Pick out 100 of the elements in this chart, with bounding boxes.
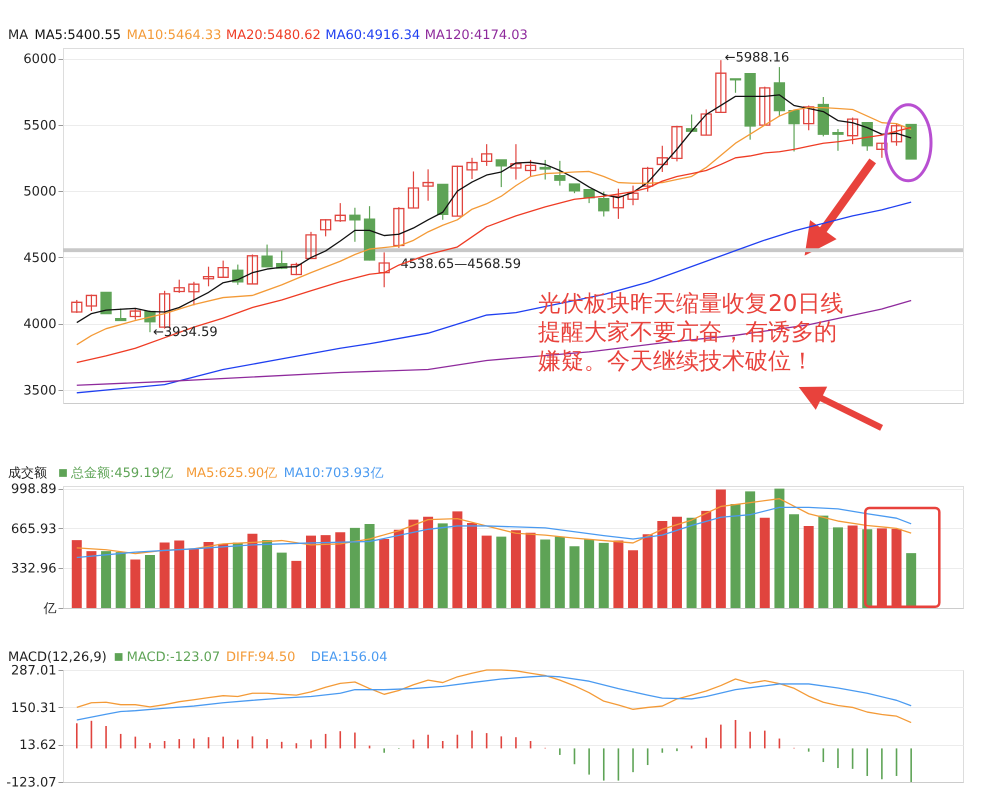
candlestick xyxy=(803,104,814,131)
candlestick xyxy=(174,279,185,294)
candlestick xyxy=(218,260,229,278)
candlestick xyxy=(671,125,683,162)
bar xyxy=(540,539,550,608)
bar xyxy=(745,491,756,608)
bar xyxy=(86,551,96,608)
candlestick xyxy=(656,145,668,173)
series-label: DEA:156.04 xyxy=(310,650,388,665)
annotation: ←5988.16 xyxy=(724,50,790,66)
bar xyxy=(496,536,506,608)
bar xyxy=(613,540,624,608)
bar xyxy=(408,520,418,608)
bar xyxy=(364,524,375,608)
bar xyxy=(394,530,404,608)
y-tick-label: 4000 xyxy=(23,317,56,332)
chart-title: 成交额 xyxy=(8,465,47,481)
y-tick-label: 5500 xyxy=(23,118,56,134)
bar xyxy=(174,540,184,608)
text: MA10:703.93亿 xyxy=(284,466,384,481)
y-tick-label: 4500 xyxy=(23,250,56,266)
candlestick xyxy=(730,78,742,94)
candlestick xyxy=(305,231,317,260)
candlestick xyxy=(862,122,873,152)
bar xyxy=(730,504,740,608)
bar xyxy=(144,555,155,608)
y-tick-label: 13.62 xyxy=(19,738,56,754)
bar xyxy=(554,536,565,608)
text: MA120:4174.03 xyxy=(424,28,528,43)
bar xyxy=(686,518,697,608)
text: MA5:5400.55 xyxy=(34,28,122,43)
text: DIFF:94.50 xyxy=(226,650,296,665)
y-tick-label: 6000 xyxy=(23,52,56,68)
candlestick xyxy=(876,142,888,158)
bar xyxy=(642,534,653,608)
bar xyxy=(130,559,140,608)
candlestick xyxy=(466,157,478,180)
text: MA60:4916.34 xyxy=(325,28,420,43)
candlestick xyxy=(642,166,654,192)
bar xyxy=(598,542,609,608)
bar xyxy=(335,532,346,608)
candlestick xyxy=(100,292,112,314)
bar xyxy=(832,527,843,608)
candlestick xyxy=(130,308,141,320)
chart-title: MA xyxy=(8,28,28,43)
candlestick xyxy=(86,294,98,312)
y-tick-label: 665.93 xyxy=(11,522,56,537)
bar xyxy=(774,488,784,608)
candlestick xyxy=(627,185,639,206)
candlestick xyxy=(408,170,420,209)
bar xyxy=(482,536,492,608)
candlestick xyxy=(700,108,712,136)
candlestick xyxy=(115,308,126,322)
bar xyxy=(628,550,638,608)
candlestick xyxy=(246,254,258,285)
bar xyxy=(247,534,258,608)
line-series xyxy=(76,669,912,724)
candlestick xyxy=(890,123,902,146)
line-series xyxy=(76,675,912,721)
candlestick xyxy=(188,281,200,306)
candlestick xyxy=(612,188,624,220)
candlestick xyxy=(481,144,492,166)
candlestick xyxy=(261,244,273,268)
bar xyxy=(160,542,170,608)
bar xyxy=(306,536,316,608)
bar xyxy=(526,532,536,608)
candlestick xyxy=(422,168,434,202)
y-tick-label: 5000 xyxy=(23,184,56,200)
candlestick xyxy=(540,159,551,180)
bar xyxy=(510,530,521,608)
text: MA20:5480.62 xyxy=(226,28,321,43)
bar xyxy=(438,523,448,608)
candlestick xyxy=(202,266,214,287)
candlestick xyxy=(510,144,522,180)
line-series xyxy=(76,201,912,394)
bar xyxy=(379,538,390,608)
bar xyxy=(218,544,228,608)
bar xyxy=(672,516,682,608)
candlestick xyxy=(832,128,844,152)
candlestick xyxy=(320,218,332,237)
bar xyxy=(818,516,828,608)
y-tick-label: 3500 xyxy=(23,383,56,398)
text: MA10:5464.33 xyxy=(126,28,222,43)
candlestick xyxy=(452,165,464,217)
candlestick xyxy=(554,160,566,186)
legend-label: 总金额:459.19亿 xyxy=(70,466,173,481)
candlestick xyxy=(393,206,404,248)
bar xyxy=(789,514,800,608)
bar xyxy=(291,560,302,608)
candlestick xyxy=(496,159,507,188)
candlestick xyxy=(788,110,800,152)
bar xyxy=(72,540,82,608)
candlestick xyxy=(598,191,610,218)
y-tick-label: 亿 xyxy=(42,602,56,616)
bar xyxy=(188,548,199,608)
bar xyxy=(232,542,243,608)
y-tick-label: 150.31 xyxy=(11,700,56,716)
bar xyxy=(467,522,478,608)
candlestick xyxy=(846,116,858,145)
bar xyxy=(584,539,594,608)
